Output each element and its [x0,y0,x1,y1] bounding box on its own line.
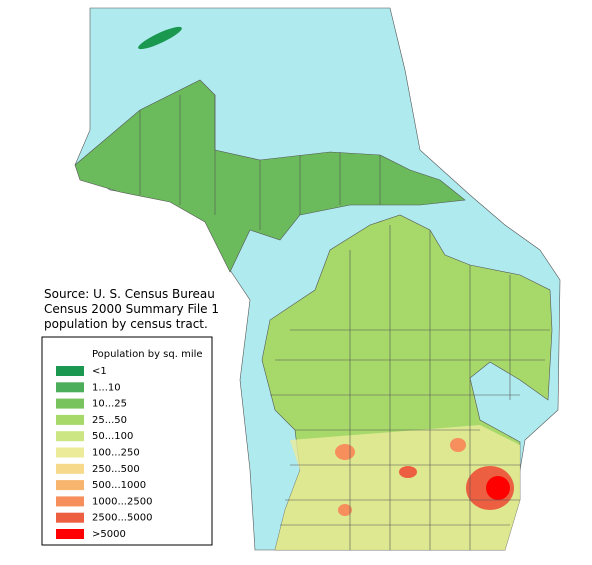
legend-swatch [56,529,84,539]
metro-core [486,476,510,500]
legend-swatch [56,414,84,425]
legend-label: 1...10 [92,382,121,393]
city [338,504,352,516]
legend-swatch [56,496,84,507]
legend-label: <1 [92,366,107,377]
legend-label: 10...25 [92,399,127,410]
legend-swatch [56,431,84,442]
southern-band [275,425,520,550]
source-line: Source: U. S. Census Bureau [44,287,215,301]
legend-swatch [56,382,84,393]
source-line: population by census tract. [44,317,208,331]
legend-title: Population by sq. mile [92,349,203,360]
legend-swatch [56,447,84,458]
legend: Population by sq. mile <1 1...10 10...25 25.… [56,349,203,540]
legend-swatch [56,366,84,376]
city [335,444,355,460]
city [450,438,466,452]
legend-swatch [56,512,84,523]
legend-label: >5000 [92,529,126,540]
legend-label: 500...1000 [92,480,146,491]
legend-swatch [56,480,84,491]
legend-swatch [56,463,84,474]
county-lines [139,95,550,550]
legend-label: 100...250 [92,448,140,459]
legend-label: 25...50 [92,415,127,426]
isle-royale [138,26,182,50]
legend-label: 250...500 [92,464,140,475]
legend-label: 50...100 [92,431,133,442]
legend-label: 2500...5000 [92,513,152,524]
source-line: Census 2000 Summary File 1 [44,302,219,316]
legend-swatch [56,398,84,409]
city [399,466,417,478]
legend-label: 1000...2500 [92,496,152,507]
